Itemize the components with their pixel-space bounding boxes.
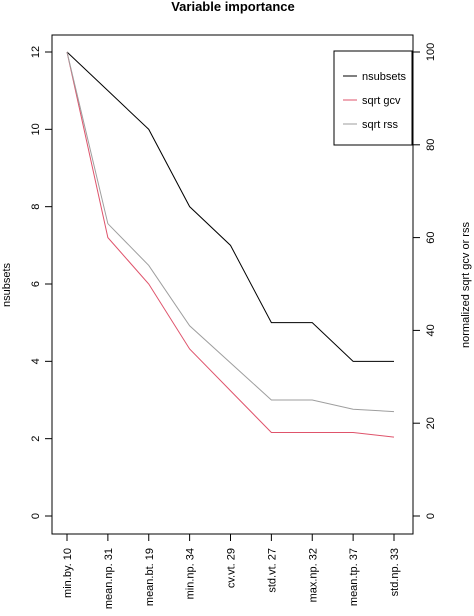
right-y-axis-label: normalized sqrt gcv or rss — [460, 222, 472, 348]
legend-entry: sqrt gcv — [362, 95, 401, 107]
left-y-tick-label: 8 — [30, 204, 42, 210]
series-line-nsubsets — [66, 51, 394, 362]
series-layer — [66, 51, 395, 438]
left-y-axis: 0 2 4 6 8 10 12 — [30, 46, 53, 519]
legend-entry: nsubsets — [362, 71, 407, 83]
left-y-tick-label: 4 — [30, 358, 42, 364]
x-tick-label: mean.np. 31 — [103, 548, 115, 609]
right-y-tick-label: 0 — [425, 513, 437, 519]
series-line-sqrt-rss — [66, 51, 395, 413]
x-axis: min.by. 10 mean.np. 31 mean.bt. 19 min.np. … — [62, 533, 401, 609]
right-y-tick-label: 100 — [425, 43, 437, 61]
x-tick-label: mean.bt. 19 — [144, 548, 156, 606]
left-y-tick-label: 12 — [30, 46, 42, 58]
x-tick-label: min.np. 34 — [185, 548, 197, 599]
x-tick-label: max.np. 32 — [307, 548, 319, 602]
x-tick-label: cv.vt. 29 — [226, 548, 238, 588]
chart-title: Variable importance — [171, 0, 295, 14]
left-y-tick-label: 0 — [30, 513, 42, 519]
right-y-tick-label: 40 — [425, 324, 437, 336]
left-y-tick-label: 10 — [30, 123, 42, 135]
right-y-tick-label: 80 — [425, 139, 437, 151]
x-tick-label: std.vt. 27 — [266, 548, 278, 593]
x-tick-label: std.np. 33 — [389, 548, 401, 596]
x-tick-label: mean.tp. 37 — [348, 548, 360, 606]
right-y-axis: 0 20 40 60 80 100 — [412, 43, 437, 519]
left-y-tick-label: 2 — [30, 436, 42, 442]
left-y-axis-label: nsubsets — [1, 262, 13, 307]
right-y-tick-label: 20 — [425, 417, 437, 429]
legend-entry: sqrt rss — [362, 119, 399, 131]
legend-box — [333, 50, 413, 146]
legend: nsubsets sqrt gcv sqrt rss — [333, 50, 413, 146]
series-line-sqrt-gcv — [66, 51, 395, 438]
x-tick-label: min.by. 10 — [62, 548, 74, 598]
right-y-tick-label: 60 — [425, 231, 437, 243]
plot-frame — [51, 34, 414, 535]
left-y-tick-label: 6 — [30, 281, 42, 287]
